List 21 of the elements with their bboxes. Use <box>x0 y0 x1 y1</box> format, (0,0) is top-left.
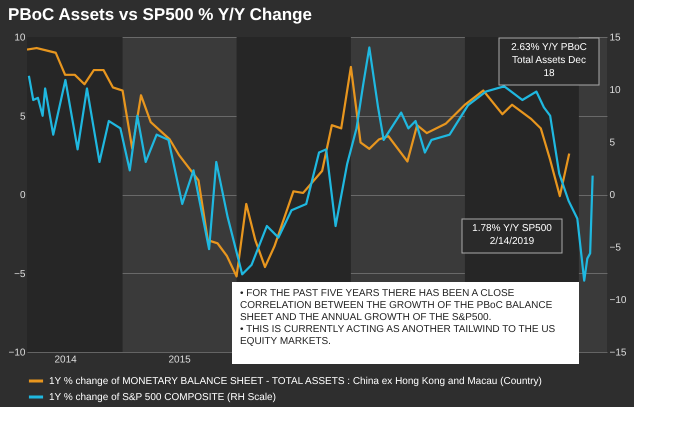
annotation: • THIS IS CURRENTLY ACTING AS ANOTHER TAILWIND TO THE US EQUITY MARKETS. <box>240 324 556 347</box>
y2-tick-label: 0 <box>610 190 616 201</box>
y-tick-label: 5 <box>20 111 26 122</box>
annotation: 2.63% Y/Y PBoC Total Assets Dec 18 <box>511 42 587 79</box>
y-tick-label: −10 <box>8 348 26 358</box>
y2-tick-label: −15 <box>610 348 627 358</box>
y-tick-label: 0 <box>20 190 26 201</box>
chart-title: PBoC Assets vs SP500 % Y/Y Change <box>8 5 312 24</box>
y-tick-label: 10 <box>14 32 26 44</box>
x-tick-label: 2015 <box>168 354 192 366</box>
y-tick-label: −5 <box>14 268 26 280</box>
y2-tick-label: −10 <box>610 295 627 306</box>
legend-label: 1Y % change of MONETARY BALANCE SHEET - TOTAL ASSETS : China ex Hong Kong and Macau (Country) <box>49 376 542 387</box>
x-tick-label: 2014 <box>54 354 78 366</box>
y2-tick-label: 15 <box>610 32 622 44</box>
annotation: 1.78% Y/Y SP500 2/14/2019 <box>472 223 552 247</box>
legend-label: 1Y % change of S&P 500 COMPOSITE (RH Scale) <box>49 392 276 403</box>
y2-tick-label: −5 <box>610 242 622 254</box>
y2-tick-label: 5 <box>610 138 616 148</box>
annotation: • FOR THE PAST FIVE YEARS THERE HAS BEEN A CLOSE CORRELATION BETWEEN THE GROWTH OF THE PBoC BALANCE SHEET AND THE ANNUAL GROWTH OF THE S&P500. <box>240 288 553 323</box>
y2-tick-label: 10 <box>610 85 622 96</box>
